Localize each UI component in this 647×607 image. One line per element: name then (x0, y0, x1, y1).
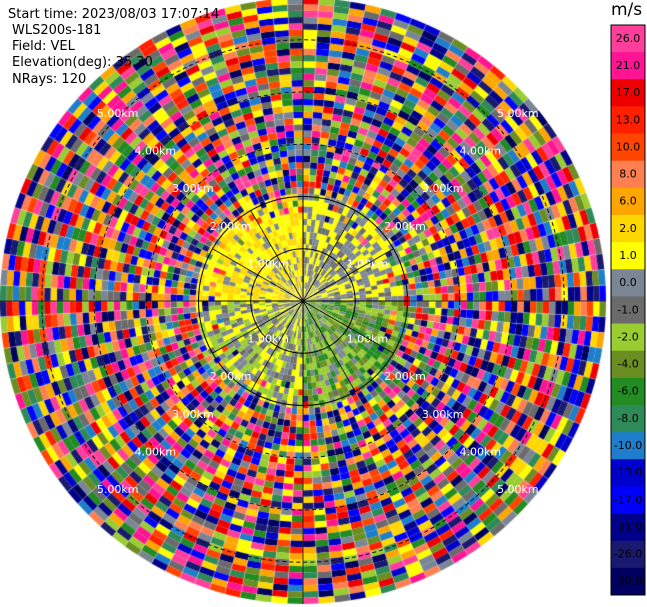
field-label: Field: VEL (12, 39, 75, 54)
colorbar-units-label: m/s (611, 0, 643, 20)
nrays-label: NRays: 120 (12, 72, 87, 87)
start-time-label: Start time: 2023/08/03 17:07:14 (8, 7, 220, 22)
elevation-label: Elevation(deg): 35.30 (12, 55, 153, 70)
instrument-label: WLS200s-181 (12, 23, 102, 38)
